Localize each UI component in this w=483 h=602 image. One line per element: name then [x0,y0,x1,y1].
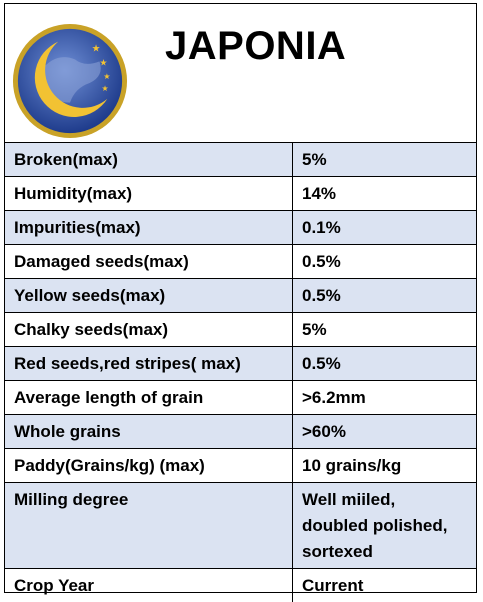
row-label: Milling degree [5,483,293,569]
svg-text:★: ★ [103,72,110,81]
row-value: 14% [293,177,477,211]
row-value: 0.1% [293,211,477,245]
row-label: Red seeds,red stripes( max) [5,347,293,381]
page-title: JAPONIA [165,24,346,69]
table-row: Red seeds,red stripes( max)0.5% [5,347,476,381]
row-value: 5% [293,143,477,177]
row-value: Well miiled,doubled polished,sortexed [293,483,477,569]
row-label: Yellow seeds(max) [5,279,293,313]
table-row: Chalky seeds(max)5% [5,313,476,347]
svg-text:★: ★ [100,57,108,67]
row-label: Impurities(max) [5,211,293,245]
header: ★ ★ ★ ★ JAPONIA [5,4,476,143]
row-label: Crop Year [5,569,293,602]
table-row: Broken(max)5% [5,143,476,177]
table-row: Impurities(max)0.1% [5,211,476,245]
row-label: Chalky seeds(max) [5,313,293,347]
table-row: Yellow seeds(max)0.5% [5,279,476,313]
row-value: 0.5% [293,245,477,279]
row-label: Whole grains [5,415,293,449]
crescent-moon-globe-icon: ★ ★ ★ ★ [11,22,129,140]
spec-card: ★ ★ ★ ★ JAPONIA Broken(max)5%Humidity(ma… [4,3,477,593]
row-value: >6.2mm [293,381,477,415]
row-value: 10 grains/kg [293,449,477,483]
row-value-line: doubled polished, [302,513,468,539]
spec-table: Broken(max)5%Humidity(max)14%Impurities(… [5,143,476,602]
row-value-line: Well miiled, [302,487,468,513]
row-value: >60% [293,415,477,449]
row-value: 5% [293,313,477,347]
row-value: 0.5% [293,279,477,313]
table-row: Average length of grain>6.2mm [5,381,476,415]
row-label: Broken(max) [5,143,293,177]
table-row: Paddy(Grains/kg) (max)10 grains/kg [5,449,476,483]
row-label: Damaged seeds(max) [5,245,293,279]
table-row: Damaged seeds(max)0.5% [5,245,476,279]
table-row: Humidity(max)14% [5,177,476,211]
svg-text:★: ★ [101,84,108,93]
row-value: 0.5% [293,347,477,381]
row-label: Humidity(max) [5,177,293,211]
row-label: Average length of grain [5,381,293,415]
row-value-line: sortexed [302,539,468,565]
row-value: Current [293,569,477,602]
svg-text:★: ★ [92,44,101,55]
row-label: Paddy(Grains/kg) (max) [5,449,293,483]
table-row: Whole grains>60% [5,415,476,449]
